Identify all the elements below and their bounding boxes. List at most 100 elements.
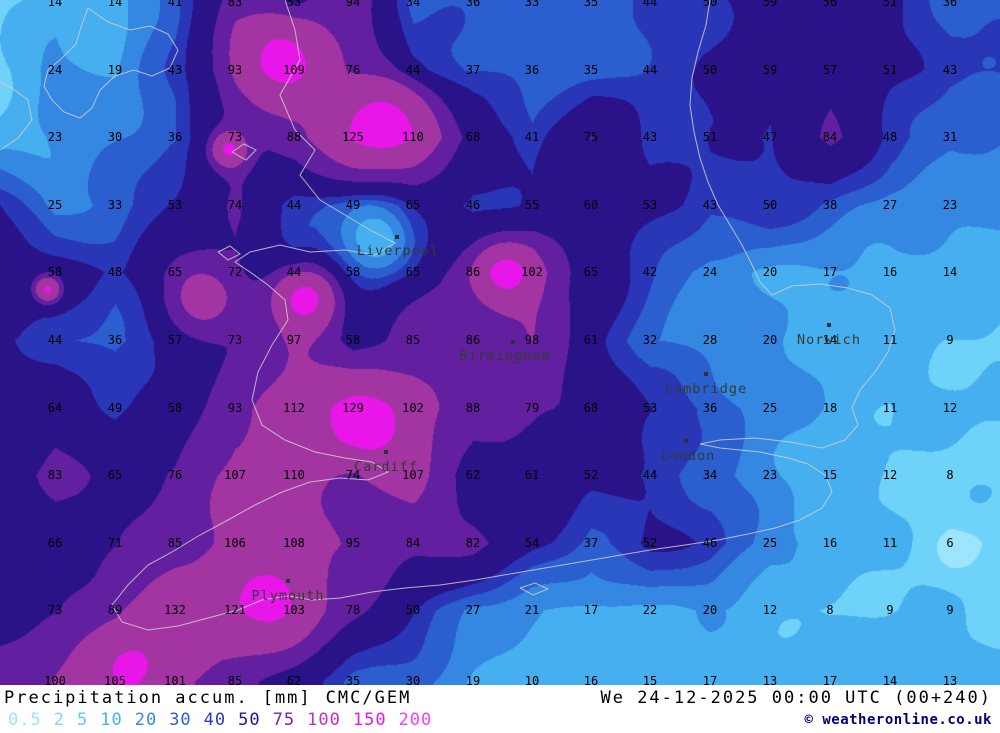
grid-value: 35 — [345, 674, 361, 685]
grid-value: 36 — [524, 63, 540, 77]
grid-value: 103 — [283, 603, 305, 617]
grid-value: 51 — [882, 0, 898, 9]
grid-value: 121 — [224, 603, 246, 617]
grid-value: 82 — [465, 536, 481, 550]
grid-value: 36 — [702, 401, 718, 415]
grid-value: 11 — [882, 401, 898, 415]
grid-value: 107 — [402, 468, 424, 482]
grid-value: 68 — [465, 130, 481, 144]
grid-value: 58 — [345, 333, 361, 347]
grid-value: 46 — [702, 536, 718, 550]
grid-value: 62 — [286, 674, 302, 685]
legend-value: 2 — [53, 709, 65, 730]
grid-value: 44 — [286, 265, 302, 279]
grid-value: 32 — [642, 333, 658, 347]
grid-value: 17 — [583, 603, 599, 617]
grid-value: 23 — [762, 468, 778, 482]
grid-value: 73 — [47, 603, 63, 617]
grid-value: 33 — [107, 198, 123, 212]
grid-value: 36 — [167, 130, 183, 144]
grid-value: 23 — [942, 198, 958, 212]
grid-value: 85 — [227, 674, 243, 685]
grid-value: 53 — [642, 401, 658, 415]
grid-value: 76 — [167, 468, 183, 482]
grid-value: 59 — [762, 63, 778, 77]
coastline-isle-of-wight — [519, 582, 550, 596]
grid-value: 86 — [465, 265, 481, 279]
grid-value: 36 — [465, 0, 481, 9]
grid-value: 20 — [762, 333, 778, 347]
city-marker — [395, 235, 399, 239]
legend-value: 20 — [134, 709, 158, 730]
grid-value: 109 — [283, 63, 305, 77]
grid-value: 65 — [405, 198, 421, 212]
grid-value: 79 — [524, 401, 540, 415]
grid-value: 58 — [345, 265, 361, 279]
grid-value: 53 — [286, 0, 302, 9]
grid-value: 43 — [167, 63, 183, 77]
grid-value: 37 — [583, 536, 599, 550]
grid-value: 93 — [227, 401, 243, 415]
grid-value: 58 — [167, 401, 183, 415]
grid-value: 44 — [405, 63, 421, 77]
grid-value: 75 — [583, 130, 599, 144]
grid-value: 11 — [882, 536, 898, 550]
grid-value: 41 — [167, 0, 183, 9]
city-label: Liverpool — [356, 243, 440, 259]
grid-value: 64 — [47, 401, 63, 415]
grid-value: 12 — [762, 603, 778, 617]
grid-value: 53 — [642, 198, 658, 212]
precipitation-field-canvas — [0, 0, 1000, 685]
grid-value: 13 — [942, 674, 958, 685]
legend-value: 0.5 — [8, 709, 42, 730]
grid-value: 44 — [642, 468, 658, 482]
grid-value: 71 — [107, 536, 123, 550]
grid-value: 12 — [882, 468, 898, 482]
grid-value: 93 — [227, 63, 243, 77]
city-label: Norwich — [797, 332, 861, 348]
grid-value: 43 — [642, 130, 658, 144]
grid-value: 50 — [702, 63, 718, 77]
grid-value: 23 — [47, 130, 63, 144]
grid-value: 37 — [465, 63, 481, 77]
grid-value: 58 — [47, 265, 63, 279]
grid-value: 14 — [942, 265, 958, 279]
grid-value: 27 — [882, 198, 898, 212]
city-label: Cardiff — [354, 459, 418, 475]
grid-value: 15 — [642, 674, 658, 685]
grid-value: 72 — [227, 265, 243, 279]
grid-value: 53 — [167, 198, 183, 212]
city-label: Cambridge — [664, 381, 748, 397]
grid-value: 25 — [762, 536, 778, 550]
legend-scale: 0.5 2 5 10 20 30 40 50 75 100 150 200 — [4, 710, 432, 730]
map-model-text: CMC/GEM — [325, 687, 412, 708]
map-title-text: Precipitation accum. — [4, 687, 249, 708]
grid-value: 41 — [524, 130, 540, 144]
city-marker — [511, 340, 515, 344]
grid-value: 98 — [524, 333, 540, 347]
grid-value: 110 — [402, 130, 424, 144]
city-label: London — [660, 448, 716, 464]
grid-value: 66 — [47, 536, 63, 550]
grid-value: 62 — [465, 468, 481, 482]
grid-value: 129 — [342, 401, 364, 415]
grid-value: 25 — [762, 401, 778, 415]
grid-value: 110 — [283, 468, 305, 482]
grid-value: 30 — [405, 674, 421, 685]
grid-value: 8 — [946, 468, 954, 482]
grid-value: 50 — [762, 198, 778, 212]
grid-value: 22 — [642, 603, 658, 617]
grid-value: 48 — [882, 130, 898, 144]
grid-value: 83 — [227, 0, 243, 9]
grid-value: 132 — [164, 603, 186, 617]
grid-value: 68 — [583, 401, 599, 415]
grid-value: 14 — [822, 333, 838, 347]
grid-value: 14 — [107, 0, 123, 9]
grid-value: 12 — [942, 401, 958, 415]
grid-value: 19 — [465, 674, 481, 685]
grid-value: 36 — [107, 333, 123, 347]
grid-value: 50 — [405, 603, 421, 617]
grid-value: 65 — [405, 265, 421, 279]
grid-value: 34 — [405, 0, 421, 9]
